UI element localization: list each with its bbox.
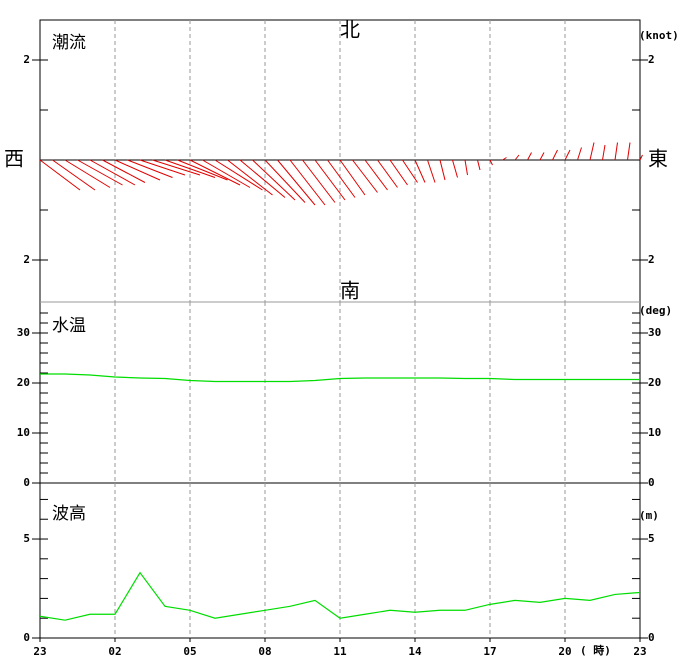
current-stick xyxy=(252,159,296,201)
panel-title: 波高 xyxy=(52,504,86,524)
y-tick-label: 20 xyxy=(17,376,30,389)
current-stick xyxy=(552,149,558,161)
y-tick-label: 0 xyxy=(23,631,30,644)
panel-title: 水温 xyxy=(52,316,86,336)
y-tick-label: 20 xyxy=(648,376,661,389)
current-stick xyxy=(364,159,388,191)
current-stick xyxy=(577,147,582,161)
y-tick-label: 10 xyxy=(17,426,30,439)
current-stick xyxy=(539,152,545,161)
current-stick xyxy=(164,159,216,178)
current-stick xyxy=(77,159,123,186)
current-stick xyxy=(452,159,458,178)
current-stick xyxy=(402,159,418,183)
current-stick xyxy=(564,149,571,161)
current-stick xyxy=(427,159,436,183)
y-tick-label: 30 xyxy=(17,326,30,339)
x-tick-label: 02 xyxy=(108,645,121,658)
current-stick xyxy=(514,154,520,161)
current-stick xyxy=(527,152,532,161)
current-stick xyxy=(227,159,273,196)
current-stick xyxy=(89,159,136,186)
compass-north: 北 xyxy=(340,18,360,42)
y-tick-label: 2 xyxy=(648,53,655,66)
current-stick xyxy=(214,159,263,191)
current-stick xyxy=(139,159,186,176)
current-stick xyxy=(327,159,356,198)
current-stick xyxy=(489,159,493,166)
current-stick xyxy=(439,159,446,181)
panel-title: 潮流 xyxy=(52,33,86,53)
current-stick xyxy=(127,159,173,178)
current-stick xyxy=(627,142,631,161)
current-stick xyxy=(377,159,398,188)
y-tick-label: 0 xyxy=(23,476,30,489)
current-stick xyxy=(189,159,241,186)
current-stick xyxy=(464,159,468,176)
current-stick xyxy=(114,159,161,181)
x-tick-label: 14 xyxy=(408,645,422,658)
current-stick xyxy=(614,142,618,161)
x-tick-label: 20 xyxy=(558,645,571,658)
current-stick xyxy=(389,159,408,186)
y-tick-label: 0 xyxy=(648,476,655,489)
current-stick xyxy=(177,159,228,181)
x-tick-label: 23 xyxy=(633,645,646,658)
current-stick xyxy=(314,159,346,201)
compass-south: 南 xyxy=(340,279,360,303)
current-stick xyxy=(64,159,111,188)
current-stick xyxy=(352,159,378,193)
current-stick xyxy=(39,159,81,191)
current-stick xyxy=(264,159,306,203)
y-tick-label: 30 xyxy=(648,326,661,339)
x-tick-label: 11 xyxy=(333,645,347,658)
x-tick-label: 05 xyxy=(183,645,196,658)
current-stick xyxy=(152,159,201,176)
x-tick-label: 08 xyxy=(258,645,271,658)
current-stick xyxy=(602,144,606,161)
current-stick xyxy=(102,159,146,183)
data-line xyxy=(40,373,640,383)
current-stick xyxy=(202,159,251,188)
unit-label: (m) xyxy=(639,509,659,522)
current-stick xyxy=(639,154,643,161)
data-line xyxy=(39,571,641,621)
current-stick xyxy=(339,159,366,196)
compass-east: 東 xyxy=(648,147,668,171)
current-stick xyxy=(477,159,481,171)
current-stick xyxy=(502,157,507,161)
current-stick xyxy=(589,142,595,161)
y-tick-label: 5 xyxy=(23,532,30,545)
current-stick xyxy=(239,159,286,198)
x-axis-label: ( 時) xyxy=(580,643,611,657)
compass-west: 西 xyxy=(4,147,24,171)
current-stick xyxy=(277,159,316,206)
y-tick-label: 2 xyxy=(23,53,30,66)
current-stick xyxy=(414,159,426,183)
y-tick-label: 10 xyxy=(648,426,661,439)
current-stick xyxy=(289,159,326,206)
unit-label: (deg) xyxy=(639,304,672,317)
unit-label: (knot) xyxy=(639,29,679,42)
y-tick-label: 5 xyxy=(648,532,655,545)
x-tick-label: 17 xyxy=(483,645,496,658)
y-tick-label: 0 xyxy=(648,631,655,644)
y-tick-label: 2 xyxy=(648,253,655,266)
current-stick xyxy=(302,159,336,203)
x-tick-label: 23 xyxy=(33,645,46,658)
y-tick-label: 2 xyxy=(23,253,30,266)
current-stick xyxy=(52,159,96,191)
